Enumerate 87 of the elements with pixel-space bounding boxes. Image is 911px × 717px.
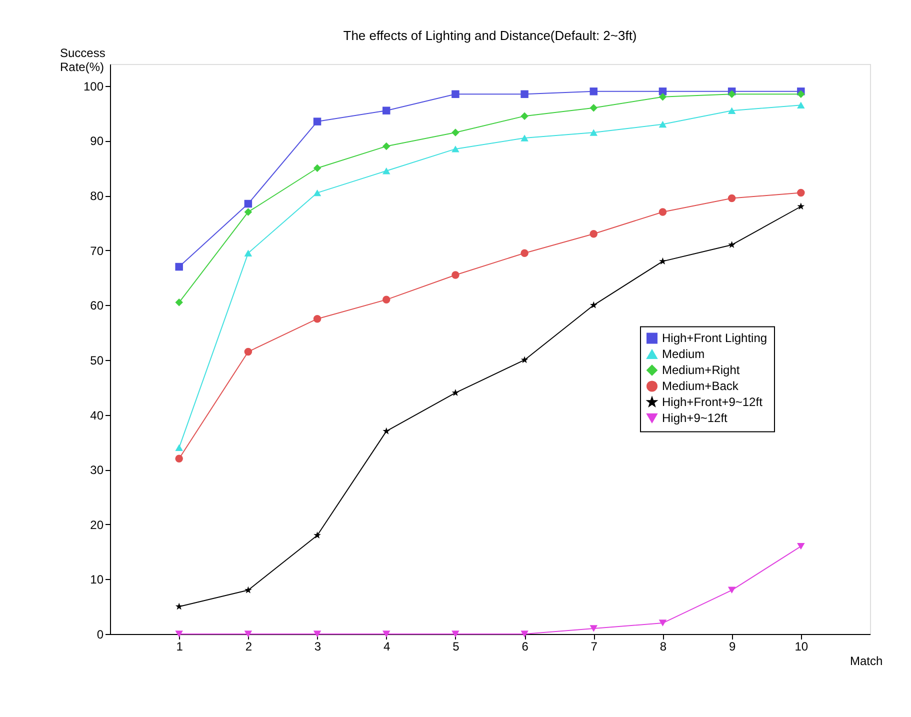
legend-label: High+Front Lighting <box>662 331 768 346</box>
point <box>520 134 528 142</box>
point <box>452 128 460 136</box>
x-tick-label: 6 <box>522 640 529 654</box>
y-tick-label: 40 <box>90 408 104 422</box>
x-tick-label: 8 <box>660 640 667 654</box>
point <box>728 586 736 594</box>
point <box>658 93 667 101</box>
point <box>452 146 460 152</box>
y-tick-label: 70 <box>90 244 104 258</box>
y-tick-label: 30 <box>90 463 104 478</box>
y-tick-label: 50 <box>90 353 104 368</box>
point <box>244 250 252 256</box>
x-tick-label: 9 <box>728 640 736 654</box>
point <box>175 602 183 610</box>
y-tick-label: 0 <box>96 628 104 642</box>
point <box>520 112 528 120</box>
x-tick-label: 1 <box>176 640 184 654</box>
point <box>658 120 667 128</box>
point <box>590 129 598 136</box>
point <box>313 630 322 638</box>
x-tick-label: 10 <box>794 640 808 654</box>
x-axis-title: Match <box>850 654 883 668</box>
point <box>797 188 805 197</box>
point <box>175 630 183 638</box>
point <box>659 257 666 264</box>
point <box>797 202 805 210</box>
point <box>244 630 252 638</box>
point <box>452 630 460 638</box>
point <box>244 200 252 208</box>
y-tick-label: 20 <box>90 518 104 532</box>
point <box>452 388 460 396</box>
y-axis-title: Success Rate(%) <box>60 46 106 74</box>
point <box>728 240 736 248</box>
point <box>658 208 667 216</box>
legend-label: High+9~12ft <box>662 411 728 426</box>
point <box>244 348 252 356</box>
legend-label: Medium+Right <box>662 363 740 378</box>
point <box>658 620 667 626</box>
point <box>590 625 598 632</box>
point <box>175 298 183 306</box>
point <box>314 531 321 538</box>
y-tick-label: 90 <box>90 134 104 148</box>
legend-label: High+Front+9~12ft <box>662 395 764 410</box>
point <box>382 630 390 638</box>
point <box>520 90 528 98</box>
point <box>244 586 252 594</box>
point <box>382 106 390 114</box>
point <box>382 296 390 304</box>
x-tick-label: 4 <box>384 640 391 654</box>
point <box>590 88 598 96</box>
point <box>590 301 598 308</box>
point <box>590 230 598 238</box>
point <box>313 189 322 196</box>
point <box>313 118 322 126</box>
point <box>452 90 460 98</box>
point <box>175 444 183 452</box>
y-tick-label: 10 <box>90 572 104 587</box>
point <box>175 262 183 271</box>
legend-label: Medium+Back <box>662 379 740 394</box>
point <box>797 90 805 98</box>
point <box>728 194 736 202</box>
point <box>797 102 805 108</box>
legend-label: Medium <box>662 347 705 362</box>
point <box>175 454 183 462</box>
point <box>452 271 460 279</box>
x-tick-label: 5 <box>452 640 460 654</box>
x-tick-label: 3 <box>314 640 322 654</box>
point <box>244 208 252 216</box>
point <box>728 107 736 114</box>
point <box>520 249 528 257</box>
y-tick-label: 100 <box>83 79 104 94</box>
x-tick-label: 2 <box>245 640 252 654</box>
point <box>590 104 598 112</box>
y-tick-label: 60 <box>90 298 104 313</box>
x-tick-label: 7 <box>590 640 598 654</box>
point <box>313 164 322 172</box>
chart-title: The effects of Lighting and Distance(Default: 2~3ft) <box>343 28 637 43</box>
y-tick-label: 80 <box>90 189 104 204</box>
point <box>728 90 736 98</box>
point <box>382 168 390 174</box>
point <box>382 427 390 434</box>
point <box>382 142 390 150</box>
point <box>313 314 322 323</box>
point <box>520 356 528 364</box>
point <box>520 630 528 638</box>
point <box>797 542 805 550</box>
